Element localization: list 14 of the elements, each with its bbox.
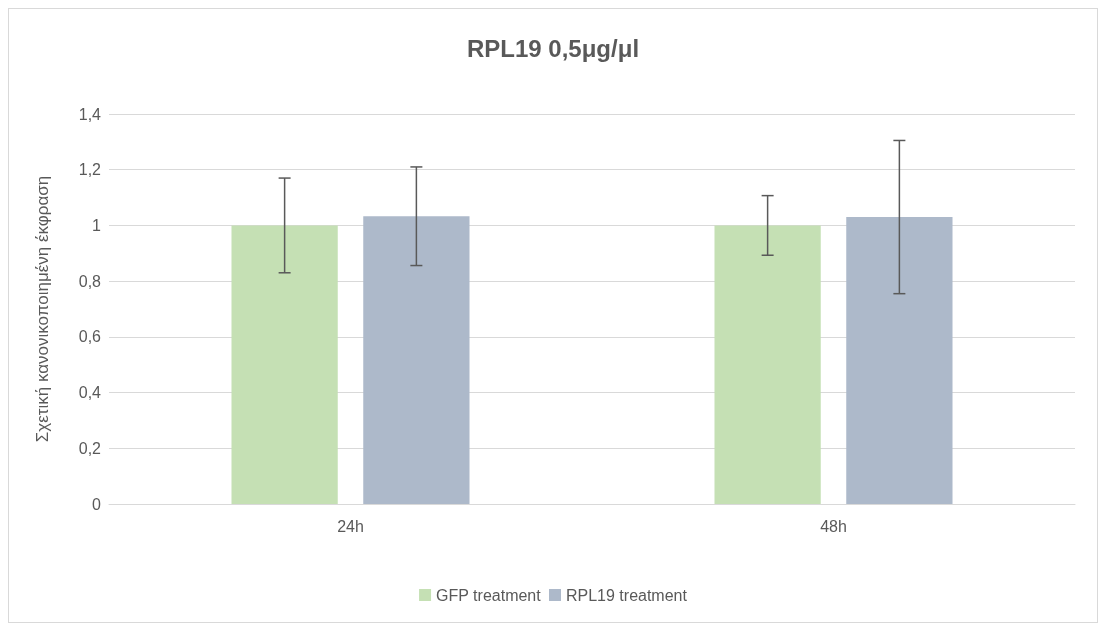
y-tick-label: 0,8 [78,272,102,290]
y-tick-label: 1,4 [78,105,102,123]
y-tick-label: 1 [92,216,102,234]
y-tick-label: 0,6 [78,328,102,346]
chart-title: RPL19 0,5μg/μl [466,34,640,62]
y-tick-label: 1,2 [78,161,102,179]
y-axis-title: Σχετική κανονικοποιημένη έκφραση [33,175,52,443]
legend-label: GFP treatment [436,586,542,604]
y-tick-label: 0 [92,495,102,513]
legend-label: RPL19 treatment [565,586,688,604]
x-tick-label: 24h [337,517,364,535]
y-tick-label: 0,4 [78,384,102,402]
x-tick-label: 48h [820,517,847,535]
y-tick-label: 0,2 [78,439,102,457]
